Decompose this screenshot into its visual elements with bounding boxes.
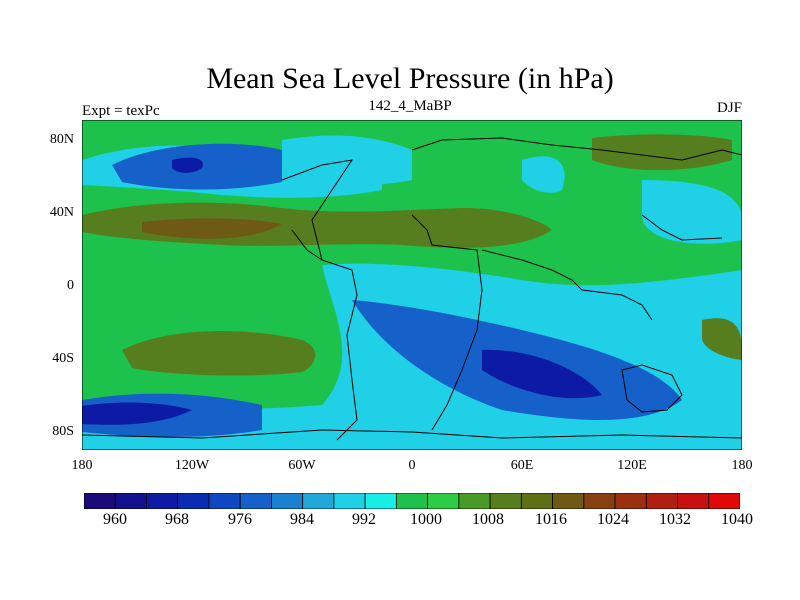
colorbar-label: 1000: [410, 511, 442, 528]
lon-label-60e: 60E: [510, 458, 534, 473]
lon-label-0: 0: [408, 458, 416, 473]
coastline-australia: [621, 364, 683, 413]
colorbar-swatch: [177, 493, 210, 509]
colorbar-label: 992: [352, 511, 376, 528]
colorbar-swatch: [239, 493, 272, 509]
map-title: Mean Sea Level Pressure (in hPa): [206, 62, 614, 95]
lon-label-180w: 180: [71, 458, 93, 473]
colorbar-swatch: [395, 493, 429, 509]
colorbar-swatch: [583, 493, 616, 509]
colorbar-label: 1016: [535, 511, 567, 528]
colorbar-swatch: [302, 493, 335, 509]
colorbar-swatch: [552, 493, 585, 509]
colorbar-swatch: [333, 493, 366, 509]
colorbar-label: 1008: [472, 511, 504, 528]
lon-label-60w: 60W: [288, 458, 316, 473]
arctic-cyan: [522, 156, 565, 193]
colorbar-swatch: [208, 493, 241, 509]
colorbar-label: 1040: [721, 511, 753, 528]
colorbar-swatch: [677, 493, 710, 509]
northeast-cyan: [642, 180, 742, 244]
lat-label-40n: 40N: [49, 205, 74, 220]
colorbar-swatch: [520, 493, 553, 509]
period-label: 142_4_MaBP: [368, 98, 452, 114]
colorbar-swatch: [645, 493, 678, 509]
lat-label-80n: 80N: [49, 132, 74, 147]
colorbar-label: 968: [165, 511, 189, 528]
season-label: DJF: [716, 100, 742, 116]
antarctic-low-core: [82, 402, 192, 425]
arctic-high: [592, 134, 732, 171]
colorbar-label: 976: [228, 511, 252, 528]
colorbar-swatch: [489, 493, 522, 509]
lon-label-120w: 120W: [174, 458, 210, 473]
colorbar-label: 1032: [659, 511, 691, 528]
south-pacific-high: [122, 330, 316, 376]
coastline-antarctica: [82, 429, 742, 439]
north-pacific-low-core: [172, 157, 203, 173]
colorbar-swatch: [114, 493, 147, 509]
coastline-eurasia-africa: [411, 137, 742, 431]
lon-label-180e: 180: [731, 458, 753, 473]
colorbar-label: 984: [290, 511, 314, 528]
colorbar-swatch: [271, 493, 304, 509]
colorbar: [84, 493, 740, 509]
colorbar-swatch: [364, 493, 397, 509]
colorbar-swatch: [614, 493, 647, 509]
lat-label-40s: 40S: [52, 351, 74, 366]
south-indian-high: [702, 318, 742, 360]
lon-label-120e: 120E: [617, 458, 647, 473]
colorbar-swatch: [458, 493, 491, 509]
colorbar-swatch: [708, 493, 740, 509]
colorbar-label: 960: [103, 511, 127, 528]
lat-label-80s: 80S: [52, 424, 74, 439]
colorbar-swatch: [427, 493, 460, 509]
coastline-americas: [281, 159, 358, 441]
experiment-label: Expt = texPc: [82, 103, 160, 119]
southern-ocean-low-core: [482, 349, 602, 399]
colorbar-label: 1024: [597, 511, 629, 528]
colorbar-swatch: [84, 493, 116, 509]
north-pacific-high-core: [142, 218, 282, 239]
pressure-map: [82, 120, 742, 450]
lat-label-equator: 0: [67, 278, 74, 293]
colorbar-swatch: [146, 493, 179, 509]
